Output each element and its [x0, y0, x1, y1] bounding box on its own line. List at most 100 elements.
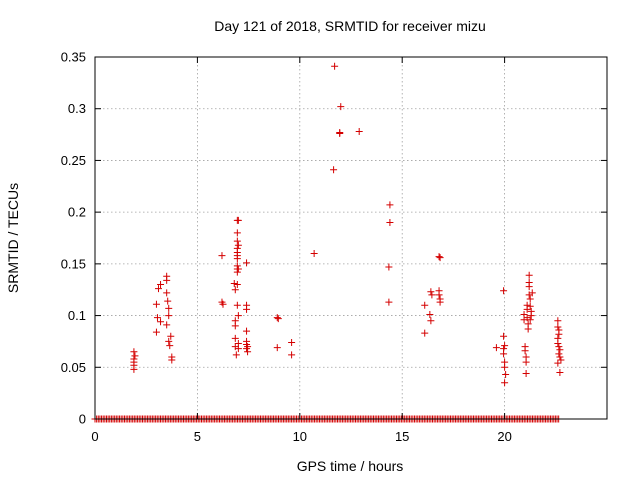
- data-point: [331, 62, 339, 70]
- x-tick-label: 10: [293, 429, 307, 444]
- data-point: [426, 311, 434, 319]
- data-point: [234, 265, 242, 273]
- data-point: [386, 218, 394, 226]
- data-point: [421, 301, 429, 309]
- data-point: [233, 229, 241, 237]
- data-point: [526, 295, 534, 303]
- data-point: [528, 289, 536, 297]
- y-tick-label: 0.1: [68, 308, 86, 323]
- data-point: [428, 291, 436, 299]
- data-point: [231, 322, 239, 330]
- data-point: [385, 263, 393, 271]
- data-point: [157, 318, 165, 326]
- x-axis-label: GPS time / hours: [297, 458, 404, 474]
- data-point: [435, 253, 443, 261]
- data-point: [526, 302, 534, 310]
- data-point: [131, 352, 139, 360]
- axis-ticks: 0 5 10 15 20 0 0.05 0.1 0.15 0.2 0.25 0.3 0.35: [61, 50, 607, 444]
- data-point: [165, 304, 173, 312]
- data-point: [436, 298, 444, 306]
- data-point: [274, 315, 282, 323]
- data-point: [502, 371, 510, 379]
- data-point: [436, 254, 444, 262]
- data-point: [163, 289, 171, 297]
- y-tick-label: 0.3: [68, 101, 86, 116]
- data-point: [310, 250, 318, 258]
- data-point: [165, 312, 173, 320]
- data-point: [555, 330, 563, 338]
- data-point: [233, 255, 241, 263]
- data-point: [244, 343, 252, 351]
- data-point: [166, 342, 174, 350]
- data-point: [386, 201, 394, 209]
- data-point: [557, 356, 565, 364]
- data-point: [243, 259, 251, 267]
- y-tick-label: 0: [79, 412, 86, 427]
- data-point: [500, 287, 508, 295]
- data-point: [234, 216, 242, 224]
- data-point: [288, 338, 296, 346]
- data-points: [91, 62, 565, 423]
- data-point: [231, 334, 239, 342]
- data-point: [152, 328, 160, 336]
- data-point: [336, 130, 344, 138]
- x-tick-label: 15: [395, 429, 409, 444]
- y-axis-label: SRMTID / TECUs: [5, 183, 21, 293]
- data-point: [521, 347, 529, 355]
- data-point: [427, 317, 435, 325]
- data-point: [154, 285, 162, 293]
- chart-title: Day 121 of 2018, SRMTID for receiver miz…: [214, 18, 486, 34]
- data-point: [556, 353, 564, 361]
- y-tick-label: 0.15: [61, 256, 86, 271]
- data-point: [554, 323, 562, 331]
- data-point: [555, 343, 563, 351]
- data-point: [355, 127, 363, 135]
- data-point: [554, 339, 562, 347]
- data-point: [522, 358, 530, 366]
- data-point: [243, 305, 251, 313]
- data-point: [525, 271, 533, 279]
- data-point: [501, 379, 509, 387]
- data-point: [435, 291, 443, 299]
- data-point: [153, 314, 161, 322]
- data-point: [330, 166, 338, 174]
- data-point: [164, 297, 172, 305]
- data-point: [152, 300, 160, 308]
- data-point: [421, 329, 429, 337]
- data-point: [233, 268, 241, 276]
- data-point: [273, 344, 281, 352]
- data-point: [500, 332, 508, 340]
- data-point: [554, 359, 562, 367]
- data-point: [168, 356, 176, 364]
- data-point: [556, 346, 564, 354]
- data-point: [500, 350, 508, 358]
- data-point: [218, 252, 226, 260]
- data-point: [243, 327, 251, 335]
- data-point: [492, 344, 500, 352]
- data-point: [526, 316, 534, 324]
- data-point: [554, 317, 562, 325]
- grid: [95, 57, 607, 419]
- data-point: [273, 314, 281, 322]
- data-point: [501, 342, 509, 350]
- x-tick-label: 20: [497, 429, 511, 444]
- data-point: [232, 351, 240, 359]
- y-tick-label: 0.2: [68, 205, 86, 220]
- data-point: [527, 312, 535, 320]
- data-point: [130, 348, 138, 356]
- data-point: [234, 241, 242, 249]
- plot-frame: [94, 56, 608, 420]
- data-point: [525, 283, 533, 291]
- data-point: [167, 332, 175, 340]
- data-point: [231, 286, 239, 294]
- data-point: [522, 369, 530, 377]
- data-point: [233, 301, 241, 309]
- data-point: [163, 321, 171, 329]
- y-tick-label: 0.35: [61, 50, 86, 65]
- x-tick-label: 0: [91, 429, 98, 444]
- data-point: [385, 298, 393, 306]
- data-point: [163, 276, 171, 284]
- y-tick-label: 0.05: [61, 360, 86, 375]
- data-point: [288, 351, 296, 359]
- data-point: [234, 312, 242, 320]
